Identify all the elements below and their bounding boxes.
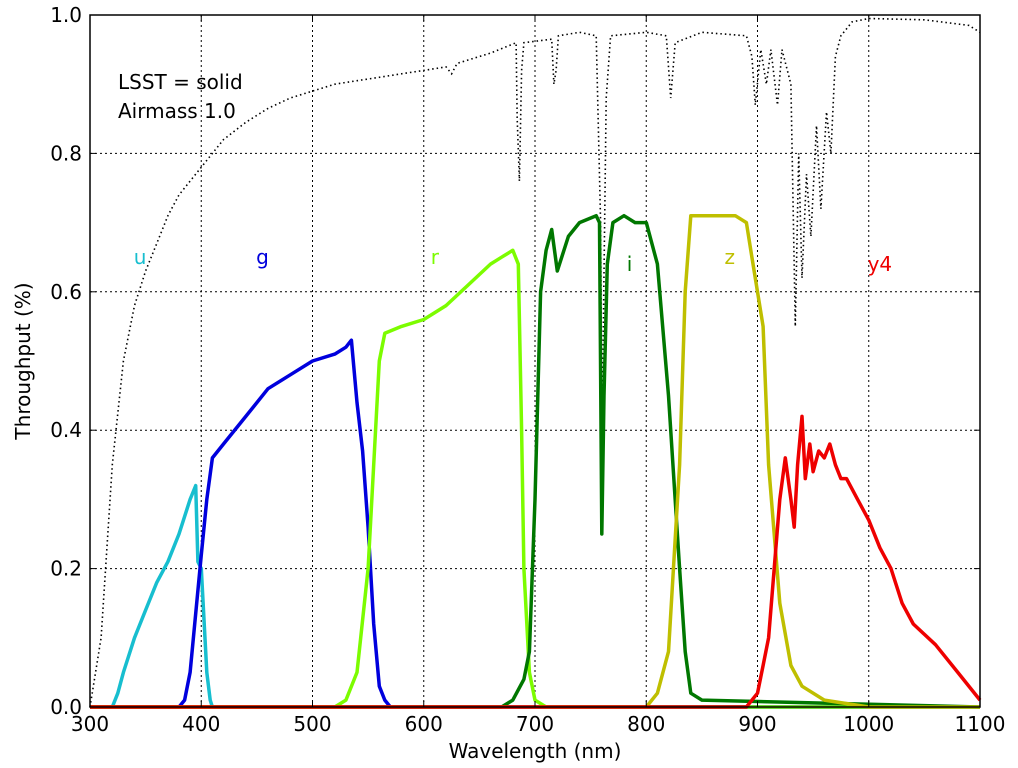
y-axis-label: Throughput (%): [11, 282, 35, 440]
y-tick-label: 0.4: [50, 418, 82, 442]
legend-annotation-airmass: Airmass 1.0: [118, 99, 236, 123]
series-label-u: u: [134, 245, 147, 269]
series-labels: u g r i z y4: [134, 245, 892, 276]
y-tick-label: 0.2: [50, 557, 82, 581]
x-tick-label: 300: [71, 712, 109, 736]
legend-annotation-lsst: LSST = solid: [118, 70, 243, 94]
series-label-g: g: [256, 245, 269, 269]
x-tick-label: 400: [182, 712, 220, 736]
x-tick-label: 1100: [955, 712, 1006, 736]
y-tick-label: 0.6: [50, 280, 82, 304]
x-tick-label: 500: [293, 712, 331, 736]
series-line-z: [90, 213, 980, 709]
series-label-r: r: [431, 245, 440, 269]
series-label-y4: y4: [868, 252, 893, 276]
series-line-y4: [90, 414, 982, 709]
axis-ticks: 300 400 500 600 700 800 900 1000 1100 0.0 0.2 0.4 0.…: [50, 3, 1005, 736]
series-lines: [89, 17, 982, 709]
y-tick-label: 0.8: [50, 141, 82, 165]
x-tick-label: 1000: [843, 712, 894, 736]
series-line-i: [90, 213, 981, 709]
series-line-r: [90, 248, 980, 709]
y-tick-label: 0.0: [50, 695, 82, 719]
x-tick-label: 700: [516, 712, 554, 736]
y-tick-label: 1.0: [50, 3, 82, 27]
series-line-u: [90, 483, 980, 709]
series-label-i: i: [627, 252, 633, 276]
series-label-z: z: [724, 245, 735, 269]
x-tick-label: 800: [627, 712, 665, 736]
x-tick-label: 900: [738, 712, 776, 736]
x-tick-label: 600: [405, 712, 443, 736]
series-line-g: [90, 338, 980, 709]
grid-lines: [90, 15, 980, 707]
x-axis-label: Wavelength (nm): [449, 739, 622, 763]
